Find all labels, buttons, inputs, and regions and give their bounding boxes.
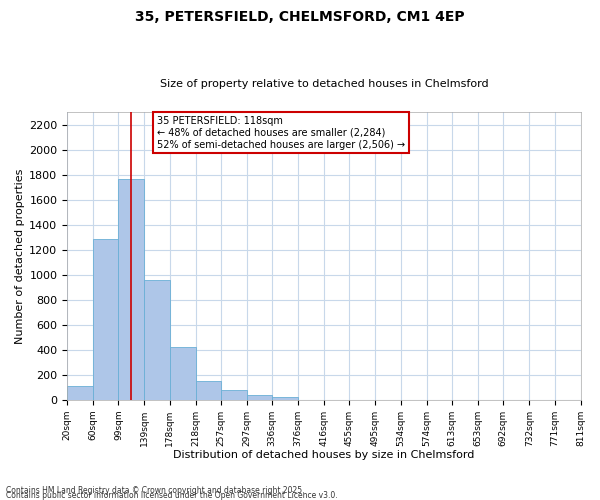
Text: Contains public sector information licensed under the Open Government Licence v3: Contains public sector information licen… bbox=[6, 491, 338, 500]
Bar bbox=[93, 239, 118, 400]
Text: 35, PETERSFIELD, CHELMSFORD, CM1 4EP: 35, PETERSFIELD, CHELMSFORD, CM1 4EP bbox=[135, 10, 465, 24]
Bar bbox=[221, 390, 247, 400]
Bar bbox=[196, 381, 221, 400]
Bar bbox=[145, 280, 170, 400]
Bar bbox=[247, 396, 272, 400]
X-axis label: Distribution of detached houses by size in Chelmsford: Distribution of detached houses by size … bbox=[173, 450, 475, 460]
Bar bbox=[118, 180, 145, 400]
Text: 35 PETERSFIELD: 118sqm
← 48% of detached houses are smaller (2,284)
52% of semi-: 35 PETERSFIELD: 118sqm ← 48% of detached… bbox=[157, 116, 405, 150]
Y-axis label: Number of detached properties: Number of detached properties bbox=[15, 168, 25, 344]
Text: Contains HM Land Registry data © Crown copyright and database right 2025.: Contains HM Land Registry data © Crown c… bbox=[6, 486, 305, 495]
Bar bbox=[170, 347, 196, 400]
Bar bbox=[67, 386, 93, 400]
Bar bbox=[272, 397, 298, 400]
Title: Size of property relative to detached houses in Chelmsford: Size of property relative to detached ho… bbox=[160, 79, 488, 89]
